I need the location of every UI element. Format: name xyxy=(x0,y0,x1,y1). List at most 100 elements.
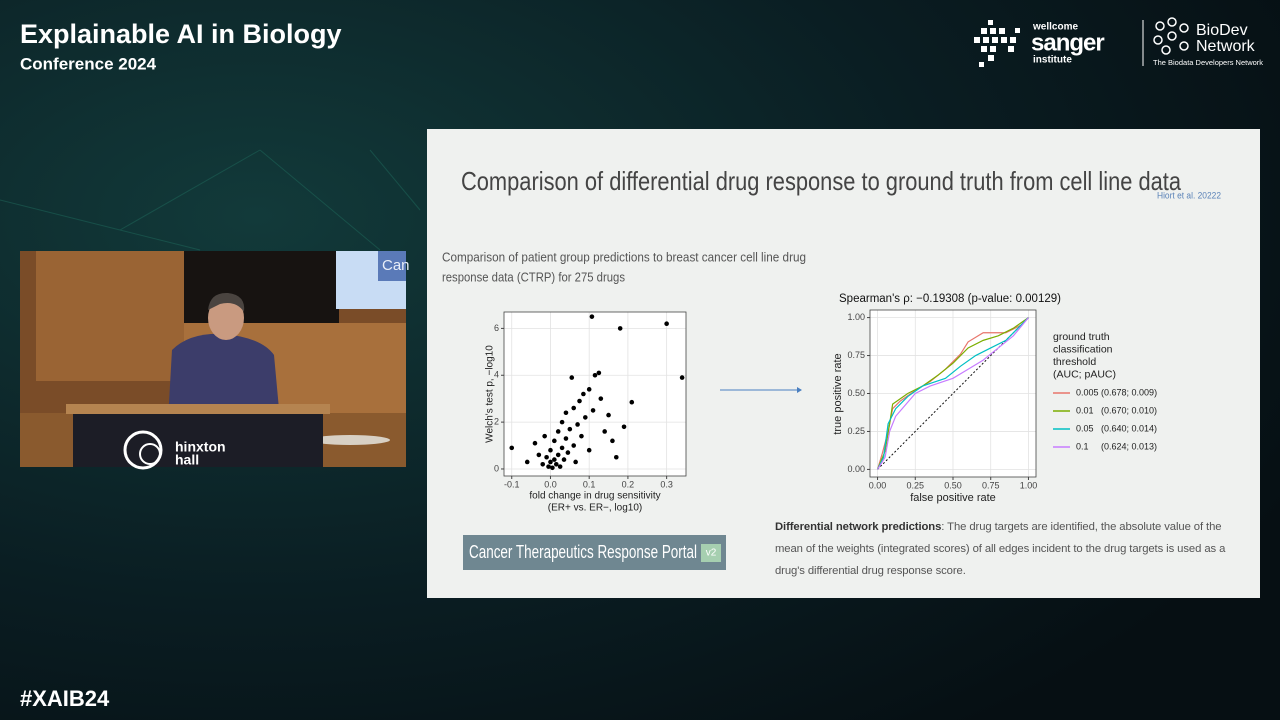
screen-title-box xyxy=(378,251,406,281)
legend-label: 0.005 (0.678; 0.009) xyxy=(1076,387,1157,397)
point xyxy=(589,314,595,319)
volcano-chart: -0.1 0.0 0.1 0.2 0.3 0 2 4 6 fold change in drug … xyxy=(485,311,687,514)
biodev-icon xyxy=(1153,17,1189,55)
point xyxy=(540,461,546,467)
x-tick-label: 0.75 xyxy=(982,480,1000,490)
description: Comparison of patient group predictions … xyxy=(442,249,806,264)
point xyxy=(563,436,569,441)
point xyxy=(559,445,565,451)
x-tick-label: 0.2 xyxy=(622,479,635,489)
point xyxy=(553,461,559,467)
point xyxy=(598,396,604,401)
point xyxy=(563,410,569,416)
point xyxy=(548,447,553,453)
point xyxy=(586,447,592,453)
podium xyxy=(73,412,323,467)
dot xyxy=(1010,37,1016,43)
roc-line xyxy=(876,317,1029,470)
icon-node xyxy=(1167,31,1177,41)
screen-text: Can xyxy=(382,257,410,274)
y-tick-label: 4 xyxy=(494,370,499,380)
dot xyxy=(992,37,998,43)
slide-paragraph: Differential network predictions: The dr… xyxy=(775,516,1237,582)
dot xyxy=(981,28,987,34)
point xyxy=(602,429,607,434)
portal-banner xyxy=(463,535,726,570)
y-tick-label: 1.00 xyxy=(847,312,865,322)
point xyxy=(621,424,627,430)
legend-title: threshold xyxy=(1053,356,1096,368)
x-axis-label: fold change in drug sensitivity xyxy=(529,491,660,502)
point xyxy=(532,440,538,446)
icon-node xyxy=(1155,21,1165,31)
dark-recess xyxy=(184,251,339,323)
roc-line xyxy=(877,317,1029,470)
point xyxy=(550,465,555,471)
x-tick-label: 0.50 xyxy=(944,480,962,490)
logo-tagline: The Biodata Developers Network xyxy=(1153,58,1263,67)
x-tick-label: 0.0 xyxy=(544,479,557,489)
portal-badge-text: v2 xyxy=(706,548,717,559)
dot xyxy=(999,28,1005,34)
event-title: Explainable AI in Biology xyxy=(20,19,342,49)
point xyxy=(583,415,588,420)
y-tick-label: 0.00 xyxy=(847,464,865,474)
dot xyxy=(990,46,996,52)
legend-label: 0.05 (0.640; 0.014) xyxy=(1076,423,1157,433)
point xyxy=(579,433,584,439)
x-tick-label: 0.00 xyxy=(869,480,887,490)
description: response data (CTRP) for 275 drugs xyxy=(442,269,625,284)
y-tick-label: 0.75 xyxy=(847,350,865,360)
deco-line xyxy=(0,199,121,231)
deco-line xyxy=(119,149,261,231)
point xyxy=(524,459,530,465)
point xyxy=(596,370,602,376)
x-tick-label: 0.1 xyxy=(583,479,596,489)
legend-label: 0.1 (0.624; 0.013) xyxy=(1076,441,1157,451)
point xyxy=(679,375,685,380)
arrow-head xyxy=(797,387,802,393)
slide-title: Comparison of differential drug response… xyxy=(461,166,1181,196)
point xyxy=(536,452,542,458)
deco-line xyxy=(259,149,381,251)
logo-institute: institute xyxy=(1033,55,1072,66)
point xyxy=(548,459,553,465)
dot xyxy=(1001,37,1007,43)
y-axis-label: Welch's test p, −log10 xyxy=(485,345,496,443)
podium-top xyxy=(66,404,330,414)
point xyxy=(546,464,551,469)
plot-border xyxy=(503,311,687,477)
dot xyxy=(1008,46,1014,52)
point xyxy=(590,408,596,413)
point xyxy=(557,464,563,469)
table xyxy=(310,435,390,445)
podium-text: hall xyxy=(175,452,199,468)
event-subtitle: Conference 2024 xyxy=(20,54,157,73)
speaker-hair xyxy=(208,292,245,312)
chart-title: Spearman's ρ: −0.19308 (p-value: 0.00129… xyxy=(839,293,1061,305)
logo-wellcome: wellcome xyxy=(1032,22,1078,33)
deco-line xyxy=(119,229,201,251)
legend-label: 0.01 (0.670; 0.010) xyxy=(1076,405,1157,415)
point xyxy=(575,422,580,427)
x-tick-label: -0.1 xyxy=(504,479,520,489)
point xyxy=(561,457,567,462)
paragraph-text: : The drug targets are identified, the a… xyxy=(775,521,1226,577)
y-tick-label: 0 xyxy=(494,463,499,473)
dot xyxy=(974,37,980,43)
y-tick-label: 0.50 xyxy=(847,388,865,398)
plot-panel xyxy=(504,312,686,476)
deco-line xyxy=(369,149,421,211)
dot xyxy=(981,46,987,52)
point xyxy=(569,375,575,380)
point xyxy=(509,445,515,451)
podium-text: hinxton xyxy=(175,439,226,455)
point xyxy=(586,387,592,392)
x-tick-label: 0.25 xyxy=(907,480,925,490)
point xyxy=(559,419,565,425)
point xyxy=(664,321,669,327)
dot xyxy=(990,28,996,34)
icon-node xyxy=(1167,17,1177,27)
podium-logo xyxy=(139,443,161,465)
